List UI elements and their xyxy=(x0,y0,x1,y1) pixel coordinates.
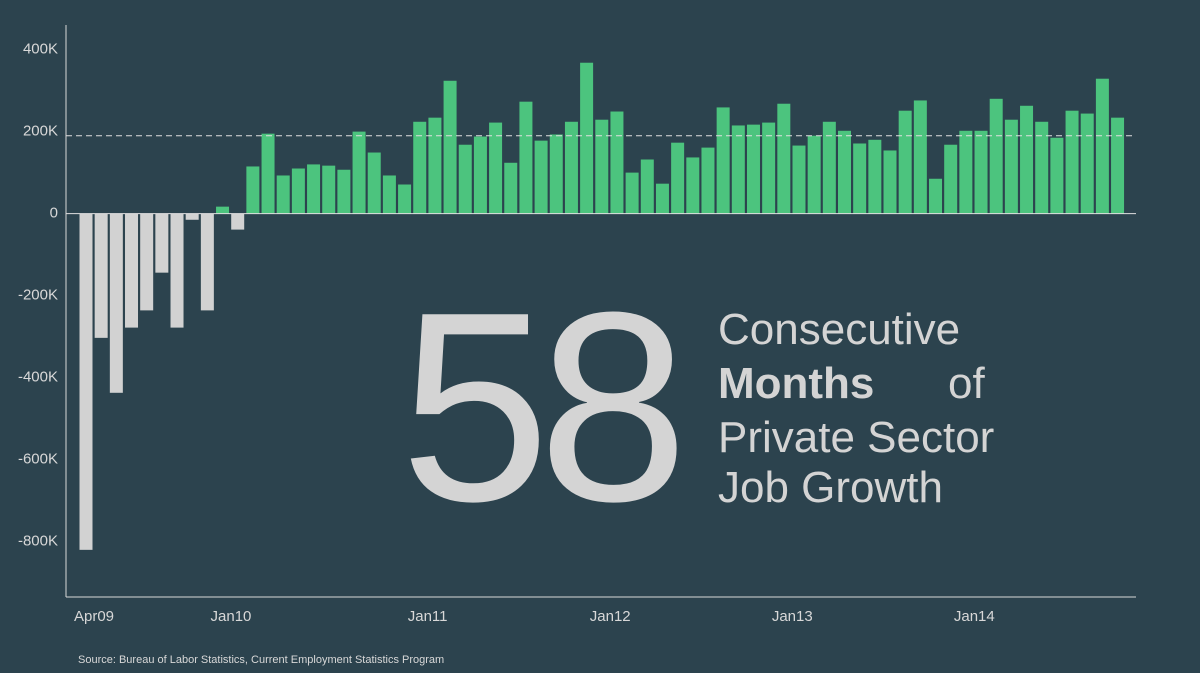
bar xyxy=(79,213,93,550)
y-tick-label: -400K xyxy=(18,369,58,386)
bar xyxy=(701,147,715,214)
bar xyxy=(822,121,836,214)
bar xyxy=(989,98,1003,214)
bar xyxy=(1095,78,1109,214)
bar xyxy=(185,213,199,220)
bar xyxy=(595,119,609,214)
bar xyxy=(944,144,958,214)
bar xyxy=(655,183,669,214)
bar xyxy=(261,133,275,214)
bar xyxy=(489,122,503,214)
y-tick-label: -200K xyxy=(18,287,58,304)
bar xyxy=(853,143,867,214)
bar xyxy=(762,122,776,214)
bar xyxy=(428,117,442,214)
bar xyxy=(413,121,427,214)
bar xyxy=(1004,119,1018,214)
bar xyxy=(398,184,412,214)
bar xyxy=(929,178,943,214)
bar xyxy=(671,142,685,214)
headline-bold: Months xyxy=(718,359,874,408)
bar xyxy=(625,172,639,214)
bar xyxy=(1050,137,1064,214)
bar xyxy=(337,169,351,214)
x-tick-label: Apr09 xyxy=(74,608,114,625)
bar xyxy=(898,110,912,214)
bar xyxy=(216,206,230,214)
bar xyxy=(1035,121,1049,214)
bar xyxy=(504,162,518,214)
bar xyxy=(458,144,472,214)
headline-line: of xyxy=(948,359,985,408)
bar xyxy=(200,213,214,311)
bar xyxy=(913,100,927,214)
y-tick-label: 200K xyxy=(23,123,58,140)
bar xyxy=(443,80,457,214)
y-tick-label: -800K xyxy=(18,533,58,550)
bar xyxy=(580,62,594,214)
bar xyxy=(519,101,533,214)
bar xyxy=(170,213,184,328)
headline-line: Consecutive xyxy=(718,305,960,354)
bar xyxy=(838,130,851,214)
bar xyxy=(883,150,897,214)
bar xyxy=(125,213,139,328)
bar xyxy=(1080,113,1094,214)
headline-number: 58 xyxy=(400,257,677,558)
bar xyxy=(640,159,654,214)
bar xyxy=(140,213,154,311)
bar xyxy=(807,135,821,214)
bar xyxy=(109,213,123,393)
bar xyxy=(777,103,791,214)
headline-line: Private Sector xyxy=(718,413,994,462)
y-tick-label: 400K xyxy=(23,41,58,58)
bar xyxy=(868,139,882,214)
bar xyxy=(291,168,305,214)
bar xyxy=(716,107,730,214)
bar xyxy=(307,164,321,214)
bar xyxy=(322,165,336,214)
bar xyxy=(746,124,760,214)
bar xyxy=(352,131,366,214)
bar xyxy=(94,213,108,338)
bar xyxy=(792,145,806,214)
bar xyxy=(686,157,700,214)
bar xyxy=(473,136,487,214)
bar xyxy=(610,111,624,214)
bar xyxy=(246,166,260,214)
x-tick-label: Jan13 xyxy=(772,608,813,625)
y-tick-label: 0 xyxy=(50,205,58,222)
bar xyxy=(564,121,578,214)
bar xyxy=(231,213,245,230)
bar xyxy=(1020,105,1034,214)
y-tick-label: -600K xyxy=(18,451,58,468)
bar xyxy=(534,140,548,214)
bar xyxy=(731,125,745,214)
bar xyxy=(155,213,169,273)
x-tick-label: Jan14 xyxy=(954,608,995,625)
bar xyxy=(276,175,290,214)
bar xyxy=(959,130,973,214)
bar xyxy=(382,175,396,214)
bar xyxy=(974,130,988,214)
x-tick-label: Jan12 xyxy=(590,608,631,625)
source: Source: Bureau of Labor Statistics, Curr… xyxy=(78,654,444,666)
bar xyxy=(367,152,381,214)
x-tick-label: Jan11 xyxy=(408,608,448,625)
bar xyxy=(1111,117,1125,214)
x-tick-label: Jan10 xyxy=(211,608,252,625)
bar xyxy=(1065,110,1079,214)
headline-line: Job Growth xyxy=(718,463,943,512)
bar xyxy=(549,134,563,214)
